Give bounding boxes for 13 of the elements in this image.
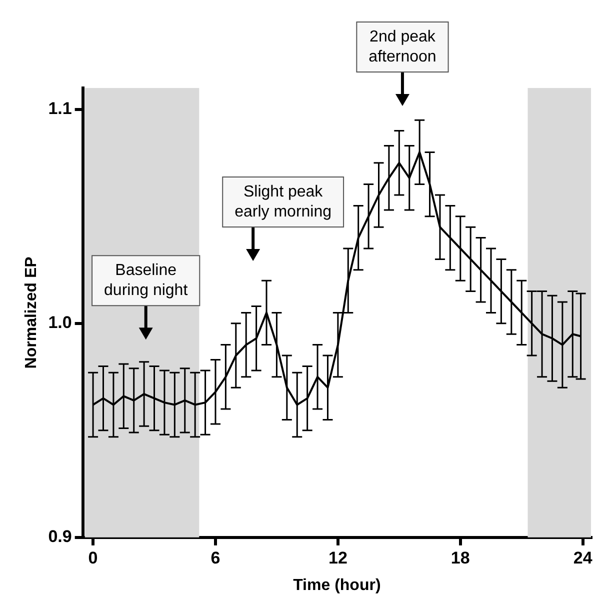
x-axis-title: Time (hour) bbox=[293, 576, 381, 594]
y-tick-label: 1.0 bbox=[48, 313, 72, 332]
y-tick-label: 1.1 bbox=[48, 99, 72, 118]
annotation: Baseline during night bbox=[104, 262, 188, 300]
text: 2nd peak afternoon bbox=[368, 28, 436, 66]
x-tick-label: 12 bbox=[328, 548, 348, 568]
x-tick-label: 6 bbox=[210, 548, 220, 568]
y-tick-label: 0.9 bbox=[48, 527, 72, 546]
y-axis-title: Normalized EP bbox=[23, 256, 40, 369]
x-tick-label: 18 bbox=[450, 548, 470, 568]
x-tick-label: 0 bbox=[88, 548, 98, 568]
x-tick-label: 24 bbox=[573, 548, 593, 568]
annotation: Slight peak early morning bbox=[234, 183, 332, 220]
